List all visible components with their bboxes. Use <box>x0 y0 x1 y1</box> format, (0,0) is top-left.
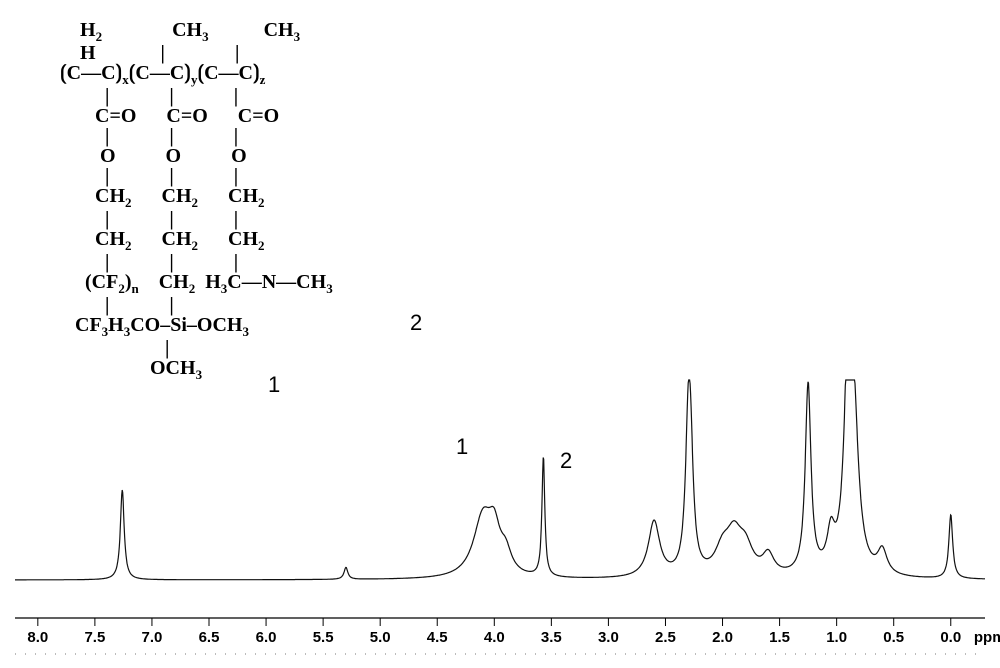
peak-label-1: 1 <box>456 434 468 460</box>
svg-text:3.0: 3.0 <box>598 629 619 646</box>
spectrum-line <box>15 380 985 580</box>
chemical-structure: H2 CH3 CH3 H | |⟮C—C⟯x⟮C—C⟯y⟮C—C⟯z | | |… <box>60 20 333 381</box>
svg-text:7.5: 7.5 <box>84 629 105 646</box>
svg-text:5.0: 5.0 <box>370 629 391 646</box>
svg-text:3.5: 3.5 <box>541 629 562 646</box>
nmr-figure: 8.0 7.5 7.0 6.5 6.0 5.5 5.0 4.5 4.0 3.5 3.0 2.5 2.0 1… <box>0 0 1000 668</box>
svg-text:6.5: 6.5 <box>199 629 220 646</box>
svg-text:0.0: 0.0 <box>940 629 961 646</box>
svg-text:4.5: 4.5 <box>427 629 448 646</box>
svg-text:ppm: ppm <box>974 629 1000 646</box>
structure-label-2: 2 <box>410 310 422 336</box>
svg-text:6.0: 6.0 <box>256 629 277 646</box>
peak-label-2: 2 <box>560 448 572 474</box>
svg-text:0.5: 0.5 <box>883 629 904 646</box>
svg-text:2.5: 2.5 <box>655 629 676 646</box>
structure-label-1: 1 <box>268 372 280 398</box>
svg-text:4.0: 4.0 <box>484 629 505 646</box>
svg-text:5.5: 5.5 <box>313 629 334 646</box>
svg-text:1.0: 1.0 <box>826 629 847 646</box>
svg-text:8.0: 8.0 <box>27 629 48 646</box>
svg-text:7.0: 7.0 <box>142 629 163 646</box>
svg-text:2.0: 2.0 <box>712 629 733 646</box>
svg-text:1.5: 1.5 <box>769 629 790 646</box>
x-axis: 8.0 7.5 7.0 6.5 6.0 5.5 5.0 4.5 4.0 3.5 3.0 2.5 2.0 1… <box>15 618 1000 654</box>
